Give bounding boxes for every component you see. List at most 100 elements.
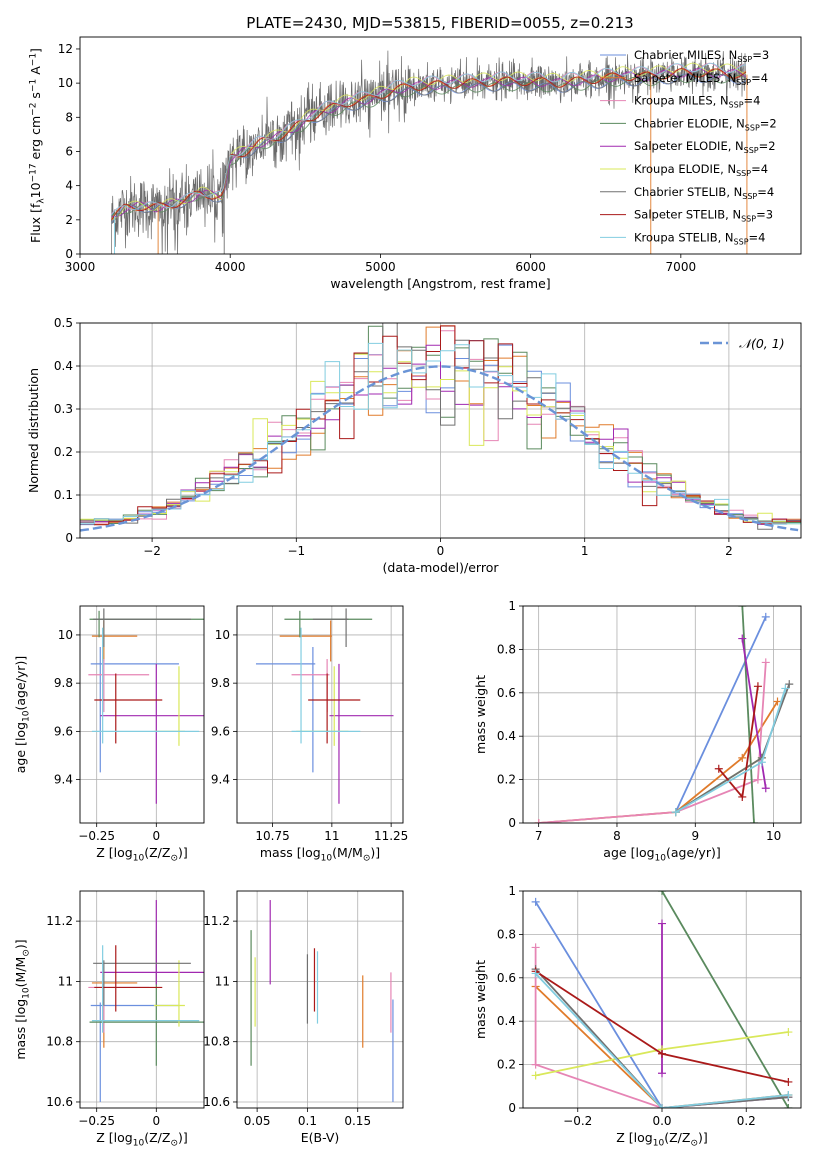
label-part: [ bbox=[297, 845, 302, 860]
weight-salpeter-stelib-marker bbox=[738, 792, 747, 801]
label-part: - bbox=[416, 560, 421, 575]
label-part: s bbox=[473, 721, 488, 728]
label-part: g bbox=[473, 973, 488, 981]
label-part: ⊙ bbox=[22, 949, 32, 957]
label-part: r bbox=[706, 845, 712, 860]
weight-kroupa-miles-marker bbox=[753, 775, 762, 784]
label-part: m bbox=[461, 276, 473, 291]
legend-suffix: =4 bbox=[749, 230, 766, 244]
y-tick-label: 0.1 bbox=[54, 488, 73, 502]
label-part: Z bbox=[149, 1130, 158, 1145]
y-tick-label: 0.2 bbox=[497, 773, 516, 787]
label-part: o bbox=[639, 845, 647, 860]
y-tick-label: 0.5 bbox=[54, 316, 73, 330]
label-part: w bbox=[473, 707, 488, 717]
label-part: l bbox=[302, 845, 305, 860]
label-part: l bbox=[13, 738, 28, 741]
label-part: [ bbox=[109, 1130, 114, 1145]
label-part: ⊙ bbox=[690, 1139, 698, 1149]
y-tick-label: 9.6 bbox=[54, 724, 73, 738]
label-part: 10 bbox=[321, 854, 333, 864]
y-tick-label: 11 bbox=[58, 974, 73, 988]
y-tick-label: 0 bbox=[508, 1101, 516, 1115]
label-part: 10 bbox=[655, 854, 667, 864]
weight-kroupa-elodie-marker bbox=[784, 1028, 793, 1037]
label-part: a bbox=[473, 734, 488, 742]
label-part: ( bbox=[144, 845, 149, 860]
label-part: s bbox=[493, 276, 500, 291]
label-part: N bbox=[26, 484, 41, 493]
label-part: b bbox=[26, 400, 41, 408]
label-part: ( bbox=[144, 1130, 149, 1145]
x-tick-label: 5000 bbox=[365, 260, 396, 274]
label-part: a bbox=[341, 276, 349, 291]
weight-chabrier-stelib-marker bbox=[785, 680, 794, 689]
weight-salpeter-stelib-marker bbox=[784, 1077, 793, 1086]
weight-kroupa-stelib-marker bbox=[671, 808, 680, 817]
label-part: x bbox=[28, 217, 43, 224]
label-part: e bbox=[356, 276, 364, 291]
y-axis-label: mass weight bbox=[473, 675, 488, 754]
label-part: l bbox=[456, 560, 459, 575]
label-part: −1 bbox=[29, 53, 39, 66]
label-part: / bbox=[158, 1130, 163, 1145]
label-part: ⊙ bbox=[170, 854, 178, 864]
panel-residuals: −2 −1 0 1 200.10.20.30.40.5(data-model)/erro… bbox=[26, 316, 802, 575]
y-tick-label: 0 bbox=[508, 816, 516, 830]
label-part: g bbox=[13, 999, 28, 1007]
label-part: o bbox=[453, 276, 461, 291]
label-part: ) bbox=[334, 1130, 339, 1145]
label-part: A bbox=[28, 66, 43, 75]
y-tick-label: 0 bbox=[65, 531, 73, 545]
label-part: d bbox=[26, 431, 41, 439]
weight-salpeter-miles-marker bbox=[738, 753, 747, 762]
label-part: ( bbox=[332, 845, 337, 860]
x-tick-label: 11.25 bbox=[374, 829, 408, 843]
label-part: r bbox=[28, 146, 43, 152]
label-part: g bbox=[647, 845, 655, 860]
x-tick-label: 0.15 bbox=[344, 1114, 371, 1128]
legend-subscript: SSP bbox=[741, 215, 756, 224]
label-part: / bbox=[348, 845, 353, 860]
x-axis-label: mass [log10(M/M⊙)] bbox=[260, 845, 380, 864]
label-part: Z bbox=[669, 1130, 678, 1145]
legend-subscript: SSP bbox=[744, 146, 759, 155]
x-tick-label: −0.2 bbox=[563, 1114, 592, 1128]
label-part: n bbox=[421, 276, 429, 291]
weight-chabrier-stelib-line bbox=[675, 683, 791, 813]
label-part: ) bbox=[178, 1130, 183, 1145]
label-part: ( bbox=[13, 982, 28, 987]
label-part: d bbox=[387, 560, 395, 575]
figure-title: PLATE=2430, MJD=53815, FIBERID=0055, z=0… bbox=[246, 14, 633, 32]
label-part: g bbox=[125, 1130, 133, 1145]
label-part: o bbox=[637, 1130, 645, 1145]
legend-suffix: =4 bbox=[751, 71, 768, 85]
label-part: s bbox=[473, 1006, 488, 1013]
weight-salpeter-stelib-marker bbox=[753, 682, 762, 691]
legend-salpeter-stelib-label: Salpeter STELIB, NSSP=3 bbox=[634, 208, 773, 224]
label-part: F bbox=[28, 236, 43, 243]
label-part: [ bbox=[407, 276, 412, 291]
label-part: i bbox=[26, 428, 41, 431]
label-part: i bbox=[473, 981, 488, 984]
label-part: l bbox=[635, 845, 638, 860]
x-tick-label: 8 bbox=[613, 829, 621, 843]
y-tick-label: 10 bbox=[58, 76, 73, 90]
label-part: a bbox=[13, 766, 28, 774]
label-part: g bbox=[13, 758, 28, 766]
label-part: / bbox=[158, 845, 163, 860]
y-tick-label: 9.6 bbox=[211, 724, 230, 738]
label-part: t bbox=[403, 560, 408, 575]
label-part: ( bbox=[309, 1130, 314, 1145]
x-tick-label: 6000 bbox=[515, 260, 546, 274]
label-part: e bbox=[448, 560, 456, 575]
y-axis-label: Flux [fλ10−17 erg cm−2 s−1 A−1] bbox=[28, 48, 47, 243]
label-part: ⊙ bbox=[170, 1139, 178, 1149]
label-part: s bbox=[13, 1033, 28, 1040]
label-part: i bbox=[26, 384, 41, 387]
label-part: m bbox=[473, 742, 488, 754]
weight-chabrier-miles-marker bbox=[531, 897, 540, 906]
label-part: −17 bbox=[29, 163, 39, 182]
label-part: a bbox=[13, 1040, 28, 1048]
